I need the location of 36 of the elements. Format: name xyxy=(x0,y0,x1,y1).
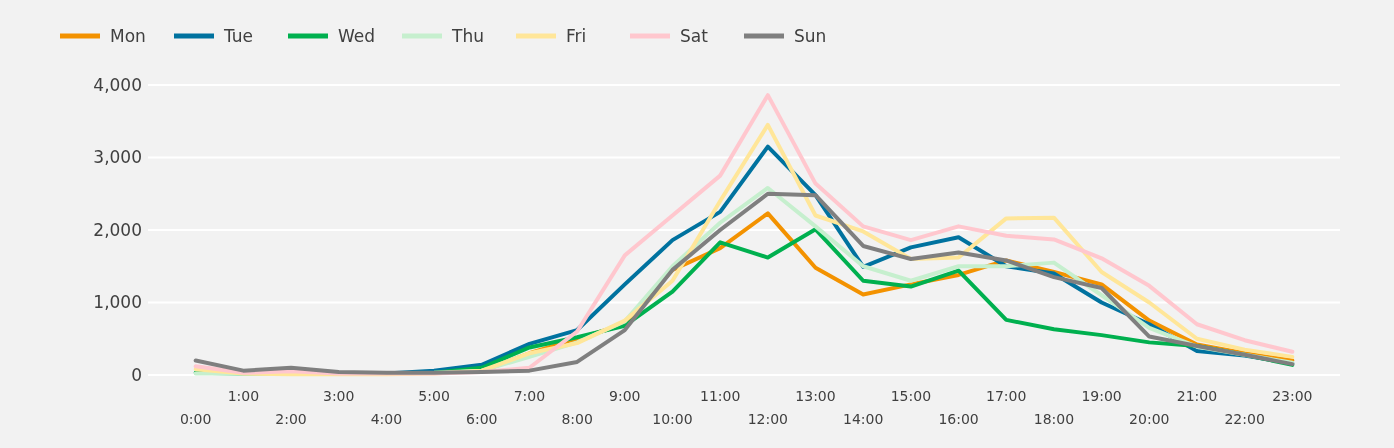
legend-label: Thu xyxy=(451,25,484,46)
x-tick-label: 22:00 xyxy=(1224,411,1265,427)
y-tick-label: 3,000 xyxy=(93,147,142,168)
x-tick-label: 10:00 xyxy=(652,411,693,427)
legend-label: Sun xyxy=(794,25,827,46)
x-tick-label: 4:00 xyxy=(370,411,403,427)
x-tick-label: 0:00 xyxy=(179,411,212,427)
x-tick-label: 2:00 xyxy=(275,411,307,427)
x-tick-label: 11:00 xyxy=(699,388,741,404)
x-tick-label: 12:00 xyxy=(747,411,789,427)
x-tick-label: 1:00 xyxy=(227,388,260,404)
x-tick-label: 15:00 xyxy=(890,388,932,404)
x-tick-label: 7:00 xyxy=(513,388,546,404)
y-tick-label: 0 xyxy=(131,364,142,385)
x-tick-label: 21:00 xyxy=(1176,388,1218,404)
x-tick-label: 8:00 xyxy=(561,411,593,427)
x-tick-label: 14:00 xyxy=(843,411,884,427)
legend-label: Mon xyxy=(110,25,146,46)
y-tick-label: 1,000 xyxy=(93,292,142,313)
x-tick-label: 18:00 xyxy=(1033,411,1075,427)
x-tick-label: 5:00 xyxy=(418,388,450,404)
x-tick-label: 20:00 xyxy=(1129,411,1170,427)
x-tick-label: 19:00 xyxy=(1081,388,1122,404)
x-tick-label: 23:00 xyxy=(1272,388,1313,404)
legend-label: Fri xyxy=(566,25,587,46)
x-tick-label: 13:00 xyxy=(795,388,836,404)
legend-label: Wed xyxy=(338,25,376,46)
x-tick-label: 16:00 xyxy=(938,411,979,427)
legend-label: Tue xyxy=(223,25,254,46)
y-tick-label: 2,000 xyxy=(93,219,142,240)
x-tick-label: 3:00 xyxy=(322,388,355,404)
x-tick-label: 6:00 xyxy=(466,411,498,427)
legend-label: Sat xyxy=(680,25,709,46)
y-tick-label: 4,000 xyxy=(93,74,142,95)
x-tick-label: 9:00 xyxy=(609,388,641,404)
x-tick-label: 17:00 xyxy=(986,388,1027,404)
